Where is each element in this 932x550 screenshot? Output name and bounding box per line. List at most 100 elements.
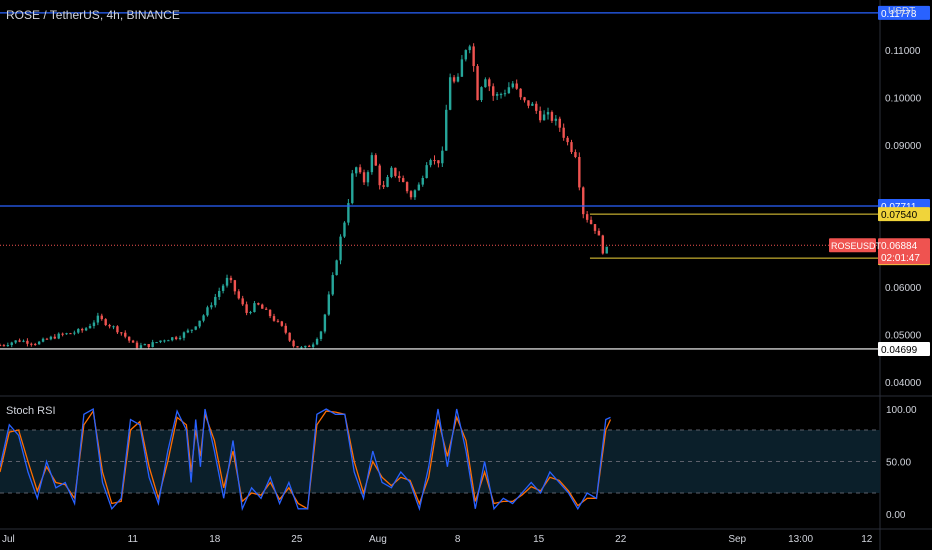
candle-body [131, 340, 135, 343]
candle-body [245, 304, 248, 313]
candle-body [308, 345, 311, 347]
candle-body [10, 342, 13, 346]
candle-body [574, 152, 577, 157]
candle-body [546, 112, 550, 115]
candle-body [261, 304, 264, 309]
candle-body [116, 326, 119, 333]
candle-body [171, 337, 174, 341]
candle-body [503, 93, 507, 95]
stoch-rsi-axis[interactable]: 100.00 50.00 0.00 [886, 405, 917, 521]
candle-body [81, 329, 84, 331]
rsi-tick: 100.00 [886, 405, 917, 416]
candle-body [366, 172, 370, 183]
candle-body [347, 203, 350, 223]
candle-body [73, 332, 76, 334]
time-tick: 18 [209, 534, 221, 545]
candle-body [139, 345, 143, 348]
candle-body [104, 319, 107, 326]
candle-body [417, 184, 421, 191]
yellow-high-label-box [878, 207, 930, 222]
candle-body [582, 187, 585, 215]
indicator-title[interactable]: Stoch RSI [6, 405, 56, 417]
candle-body [335, 260, 338, 276]
candle-body [124, 332, 127, 337]
candle-body [167, 340, 170, 342]
candle-body [484, 79, 487, 88]
candle-body [511, 83, 514, 88]
candle-body [77, 329, 80, 333]
time-tick: 22 [615, 534, 627, 545]
candle-body [542, 114, 546, 121]
candle-body [296, 346, 299, 348]
candle-body [448, 77, 452, 110]
candle-body [362, 172, 366, 183]
candle-body [597, 230, 601, 236]
time-tick: 11 [128, 534, 139, 545]
candle-body [2, 345, 6, 347]
yellow-high-label: 0.07540 [881, 210, 918, 221]
candle-body [37, 341, 41, 345]
candle-body [120, 332, 123, 334]
candle-body [585, 214, 589, 220]
candle-body [304, 345, 307, 348]
candle-body [18, 340, 21, 342]
candle-body [182, 332, 186, 338]
candle-body [229, 277, 233, 281]
candle-body [351, 173, 354, 204]
candle-body [472, 46, 475, 67]
candle-body [88, 325, 92, 329]
support-label: 0.04699 [881, 345, 918, 356]
candle-body [562, 127, 565, 138]
candle-body [452, 77, 456, 82]
candle-body [589, 219, 593, 225]
candle-body [331, 275, 334, 295]
candle-body [519, 88, 522, 98]
candle-body [409, 191, 413, 198]
candle-body [159, 340, 162, 343]
candle-body [249, 312, 252, 314]
countdown-label: 02:01:47 [881, 253, 920, 264]
candle-body [0, 345, 2, 347]
candle-body [355, 167, 358, 174]
price-tick: 0.04000 [885, 378, 922, 389]
candle-body [468, 46, 471, 51]
price-pane[interactable] [0, 12, 932, 397]
time-tick: Sep [728, 534, 746, 545]
candle-body [210, 305, 213, 308]
candle-body [425, 165, 428, 179]
candle-body [237, 291, 240, 299]
candle-body [264, 308, 268, 310]
candle-body [96, 315, 100, 323]
candle-body [398, 175, 401, 179]
rsi-tick: 0.00 [886, 510, 906, 521]
stoch-rsi-pane[interactable] [0, 407, 880, 512]
candle-body [507, 87, 511, 94]
candle-body [26, 340, 29, 344]
candle-body [147, 344, 150, 348]
time-axis[interactable]: Jul 11 18 25 Aug 8 15 22 Sep 13:00 12 [0, 528, 932, 545]
candle-body [268, 309, 272, 317]
candle-body [476, 66, 479, 101]
time-tick: Jul [2, 534, 15, 545]
candle-body [390, 167, 393, 178]
candle-body [460, 59, 464, 77]
candle-body [570, 142, 573, 153]
symbol-label: ROSEUSDT [831, 241, 882, 251]
candle-body [531, 103, 534, 106]
price-tick: 0.09000 [885, 141, 922, 152]
candle-body [57, 333, 60, 339]
candle-body [202, 315, 205, 321]
top-line-label-box [878, 5, 930, 20]
candle-body [550, 112, 554, 121]
candle-body [6, 345, 10, 347]
candle-body [41, 338, 45, 342]
candle-body [257, 303, 260, 305]
candle-body [112, 326, 115, 328]
price-tick: 0.06000 [885, 283, 922, 294]
candle-body [92, 322, 96, 326]
candle-body [190, 329, 194, 331]
candle-body [100, 315, 103, 320]
candle-body [492, 86, 495, 96]
candle-body [284, 325, 287, 333]
